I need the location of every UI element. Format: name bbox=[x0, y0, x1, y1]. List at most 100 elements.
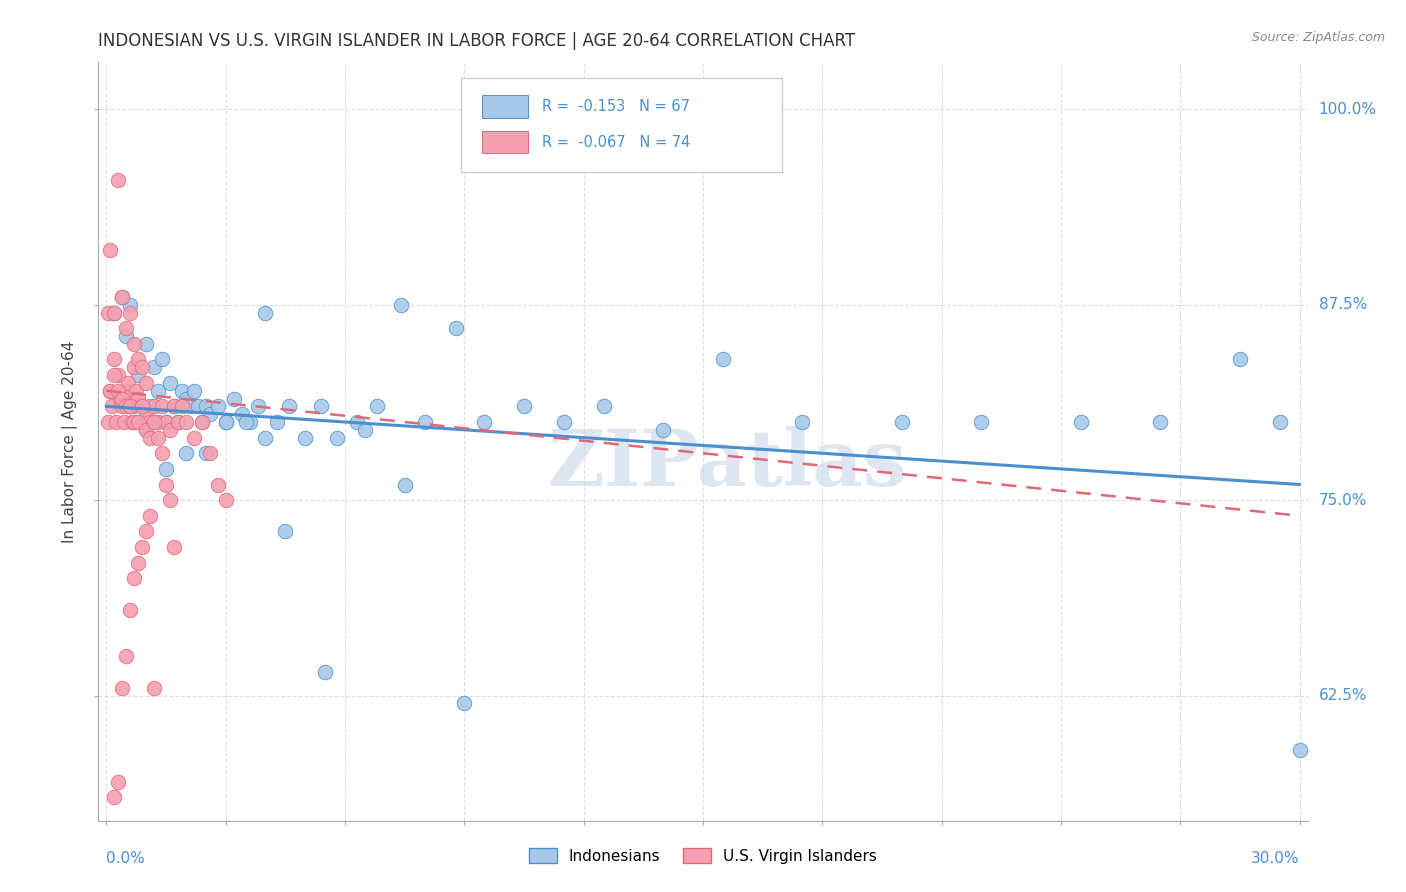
Point bbox=[127, 392, 149, 406]
Point bbox=[107, 368, 129, 383]
FancyBboxPatch shape bbox=[461, 78, 782, 172]
Point bbox=[111, 681, 134, 695]
Point bbox=[135, 423, 157, 437]
Point bbox=[150, 352, 173, 367]
Point bbox=[222, 392, 245, 406]
Point bbox=[146, 415, 169, 429]
Point bbox=[98, 243, 121, 257]
Point bbox=[446, 321, 468, 335]
Point bbox=[207, 477, 229, 491]
Point bbox=[174, 446, 197, 460]
Point bbox=[98, 384, 121, 398]
Point bbox=[135, 376, 157, 390]
Bar bbox=[482, 95, 527, 118]
Point bbox=[134, 415, 156, 429]
Point bbox=[139, 400, 162, 414]
Point bbox=[143, 360, 166, 375]
Point bbox=[107, 384, 129, 398]
Point bbox=[167, 415, 190, 429]
Point bbox=[174, 392, 197, 406]
Point bbox=[413, 415, 436, 429]
Point bbox=[127, 352, 149, 367]
Point bbox=[120, 305, 142, 319]
Y-axis label: In Labor Force | Age 20-64: In Labor Force | Age 20-64 bbox=[62, 341, 79, 542]
Point bbox=[553, 415, 575, 429]
Point bbox=[97, 305, 120, 319]
Point bbox=[103, 790, 125, 805]
Point bbox=[254, 305, 277, 319]
Point bbox=[513, 400, 536, 414]
Point bbox=[1070, 415, 1092, 429]
Point bbox=[326, 431, 349, 445]
Point bbox=[115, 400, 138, 414]
Point bbox=[309, 400, 332, 414]
Point bbox=[131, 400, 153, 414]
Point bbox=[239, 415, 262, 429]
Point bbox=[1288, 743, 1310, 757]
Point bbox=[215, 493, 238, 508]
Point bbox=[122, 415, 145, 429]
Text: R =  -0.067   N = 74: R = -0.067 N = 74 bbox=[543, 135, 690, 150]
Point bbox=[170, 384, 193, 398]
Point bbox=[110, 392, 132, 406]
Text: 30.0%: 30.0% bbox=[1251, 851, 1299, 866]
Point bbox=[179, 400, 201, 414]
Point bbox=[120, 298, 142, 312]
Point bbox=[135, 336, 157, 351]
Text: 87.5%: 87.5% bbox=[1319, 297, 1367, 312]
Point bbox=[346, 415, 368, 429]
Point bbox=[125, 384, 148, 398]
Point bbox=[155, 462, 177, 476]
Point bbox=[207, 400, 229, 414]
Text: R =  -0.153   N = 67: R = -0.153 N = 67 bbox=[543, 99, 690, 114]
Point bbox=[278, 400, 301, 414]
Point bbox=[592, 400, 614, 414]
Point bbox=[254, 431, 277, 445]
Point bbox=[146, 384, 169, 398]
Point bbox=[146, 431, 169, 445]
Point bbox=[235, 415, 257, 429]
Point bbox=[215, 415, 238, 429]
Point bbox=[143, 400, 166, 414]
Point bbox=[159, 493, 181, 508]
Point bbox=[107, 774, 129, 789]
Point bbox=[159, 376, 181, 390]
Bar bbox=[482, 130, 527, 153]
Point bbox=[231, 407, 253, 421]
Point bbox=[453, 697, 475, 711]
Point bbox=[194, 400, 217, 414]
Point bbox=[652, 423, 675, 437]
Point bbox=[111, 290, 134, 304]
Point bbox=[131, 415, 153, 429]
Point bbox=[115, 649, 138, 664]
Point bbox=[115, 321, 138, 335]
Point bbox=[135, 423, 157, 437]
Point bbox=[103, 368, 125, 383]
Point bbox=[127, 368, 149, 383]
Point bbox=[167, 415, 190, 429]
Point bbox=[970, 415, 993, 429]
Point bbox=[115, 384, 138, 398]
Point bbox=[159, 423, 181, 437]
Point bbox=[143, 681, 166, 695]
Point bbox=[1268, 415, 1291, 429]
Point bbox=[127, 415, 149, 429]
Point bbox=[246, 400, 269, 414]
Point bbox=[105, 415, 128, 429]
Point bbox=[711, 352, 734, 367]
Point bbox=[183, 431, 205, 445]
Point bbox=[139, 415, 162, 429]
Point bbox=[155, 415, 177, 429]
Point bbox=[143, 415, 166, 429]
Point bbox=[97, 415, 120, 429]
Point bbox=[187, 400, 209, 414]
Point bbox=[150, 446, 173, 460]
Point bbox=[115, 329, 138, 343]
Point bbox=[174, 415, 197, 429]
Point bbox=[111, 400, 134, 414]
Point bbox=[198, 446, 221, 460]
Text: ZIPatlas: ZIPatlas bbox=[547, 426, 907, 502]
Point bbox=[121, 415, 143, 429]
Text: Source: ZipAtlas.com: Source: ZipAtlas.com bbox=[1251, 31, 1385, 45]
Text: 100.0%: 100.0% bbox=[1319, 102, 1376, 117]
